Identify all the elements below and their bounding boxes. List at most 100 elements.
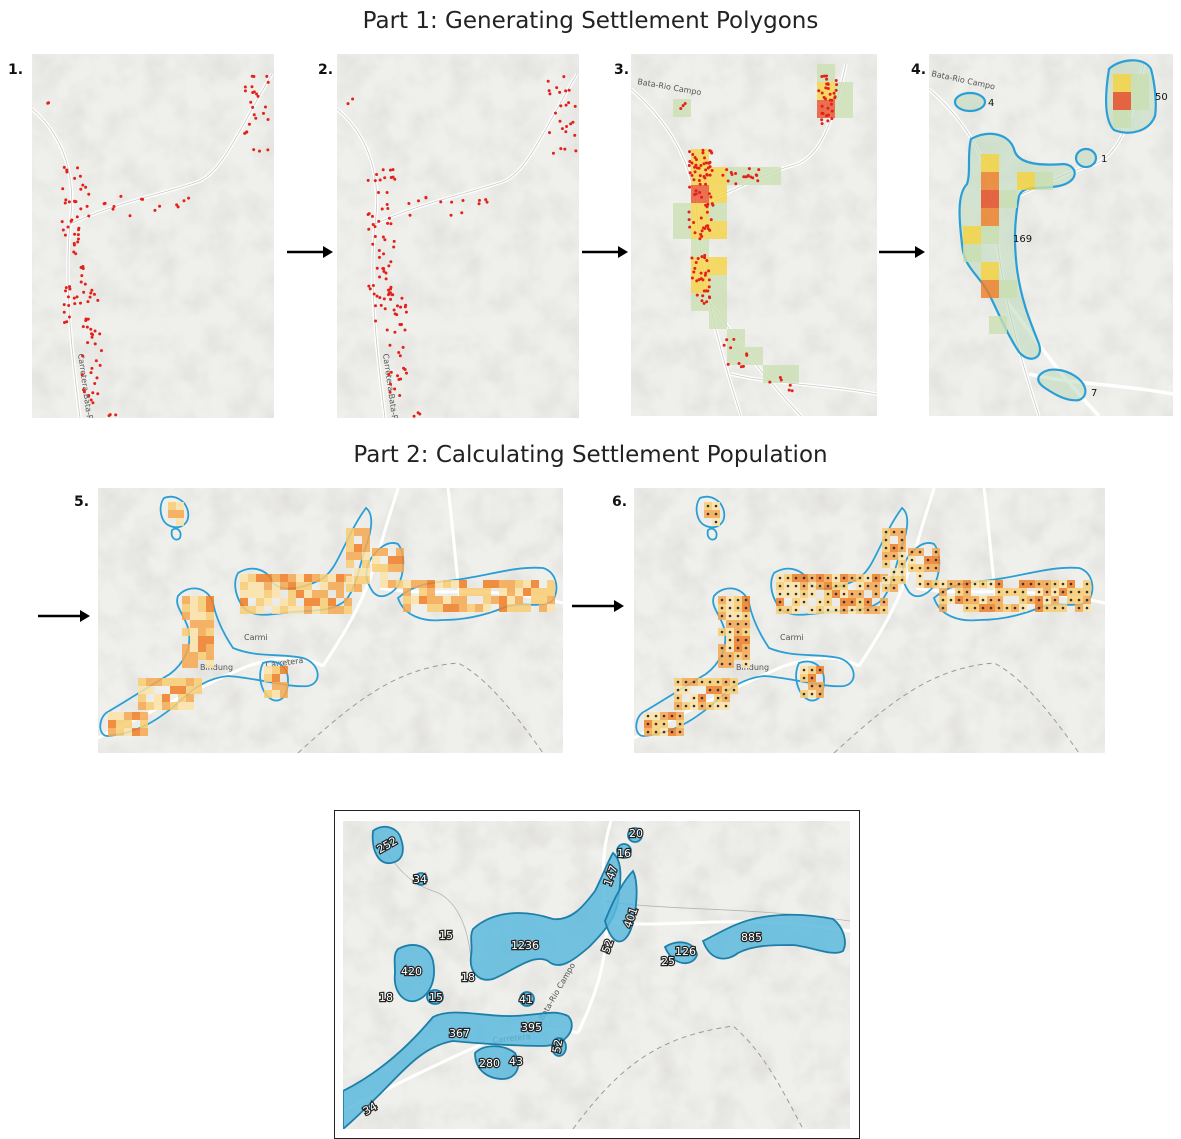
centroid-point xyxy=(794,592,798,596)
centroid-point xyxy=(900,562,904,566)
building-point xyxy=(389,370,393,374)
centroid-point xyxy=(818,692,822,696)
building-point xyxy=(266,117,270,121)
building-point xyxy=(726,362,730,366)
building-point xyxy=(398,354,402,358)
building-point xyxy=(393,177,397,181)
centroid-point xyxy=(997,598,1001,602)
centroid-point xyxy=(1021,590,1025,594)
centroid-point xyxy=(918,574,922,578)
centroid-point xyxy=(700,696,704,700)
building-point xyxy=(404,371,408,375)
building-point xyxy=(699,164,703,168)
grid-cell xyxy=(727,347,745,365)
centroid-point xyxy=(1005,590,1009,594)
building-point xyxy=(252,148,256,152)
settlement-polygon xyxy=(393,944,435,1003)
grid-cell xyxy=(499,604,507,612)
building-point xyxy=(83,282,87,286)
grid-cell xyxy=(264,674,272,682)
grid-cell xyxy=(154,702,162,710)
grid-cell xyxy=(178,702,186,710)
grid-cell xyxy=(304,574,312,582)
grid-cell xyxy=(320,574,328,582)
settlement-polygon xyxy=(426,989,444,1005)
building-point xyxy=(81,264,85,268)
grid-cell xyxy=(280,682,288,690)
building-point xyxy=(67,200,71,204)
grid-cell xyxy=(443,596,451,604)
grid-cell xyxy=(515,604,523,612)
grid-cell xyxy=(403,588,411,596)
building-point xyxy=(692,270,696,274)
grid-cell xyxy=(346,576,354,584)
building-point xyxy=(690,256,694,260)
building-point xyxy=(449,213,453,217)
building-point xyxy=(388,382,392,386)
building-point xyxy=(705,173,709,177)
building-point xyxy=(824,86,828,90)
grid-cell xyxy=(673,203,691,221)
building-point xyxy=(734,171,738,175)
building-point xyxy=(367,284,371,288)
building-point xyxy=(559,104,563,108)
building-point xyxy=(74,252,78,256)
grid-cell xyxy=(272,682,280,690)
building-point xyxy=(373,235,377,239)
building-point xyxy=(245,130,249,134)
building-point xyxy=(76,233,80,237)
building-point xyxy=(397,350,401,354)
building-point xyxy=(99,349,103,353)
building-point xyxy=(690,276,694,280)
centroid-point xyxy=(700,704,704,708)
settlement-polygon xyxy=(474,1045,520,1080)
grid-cell xyxy=(198,644,206,652)
building-point xyxy=(351,97,355,101)
grid-cell xyxy=(190,612,198,620)
grid-cell xyxy=(336,606,344,614)
grid-cell xyxy=(182,596,190,604)
grid-cell xyxy=(467,604,475,612)
grid-cell xyxy=(523,604,531,612)
building-point xyxy=(828,98,832,102)
centroid-point xyxy=(1029,582,1033,586)
settlement-polygon xyxy=(706,527,718,541)
grid-cell xyxy=(459,588,467,596)
centroid-point xyxy=(728,638,732,642)
grid-cell xyxy=(483,588,491,596)
grid-cell xyxy=(396,556,404,564)
centroid-point xyxy=(884,530,888,534)
building-point xyxy=(255,92,259,96)
building-point xyxy=(704,224,708,228)
grid-cell xyxy=(162,678,170,686)
building-point xyxy=(90,335,94,339)
centroid-point xyxy=(1045,590,1049,594)
settlement-polygon xyxy=(604,869,638,943)
building-point xyxy=(266,148,270,152)
grid-cell xyxy=(835,100,853,118)
centroid-point xyxy=(1061,606,1065,610)
building-point xyxy=(251,91,255,95)
building-point xyxy=(688,171,692,175)
grid-cell xyxy=(182,612,190,620)
centroid-point xyxy=(684,688,688,692)
grid-cell xyxy=(531,596,539,604)
centroid-point xyxy=(1013,590,1017,594)
building-point xyxy=(68,287,72,291)
building-point xyxy=(383,176,387,180)
grid-cell xyxy=(1113,110,1131,128)
building-point xyxy=(439,200,443,204)
building-point xyxy=(734,182,738,186)
grid-cell xyxy=(709,167,727,185)
building-point xyxy=(692,178,696,182)
centroid-point xyxy=(900,554,904,558)
centroid-point xyxy=(892,586,896,590)
centroid-point xyxy=(941,590,945,594)
centroid-point xyxy=(778,576,782,580)
building-point xyxy=(393,312,397,316)
building-point xyxy=(379,303,383,307)
grid-cell xyxy=(346,584,354,592)
grid-cell xyxy=(304,590,312,598)
building-point xyxy=(695,279,699,283)
building-point xyxy=(76,240,80,244)
